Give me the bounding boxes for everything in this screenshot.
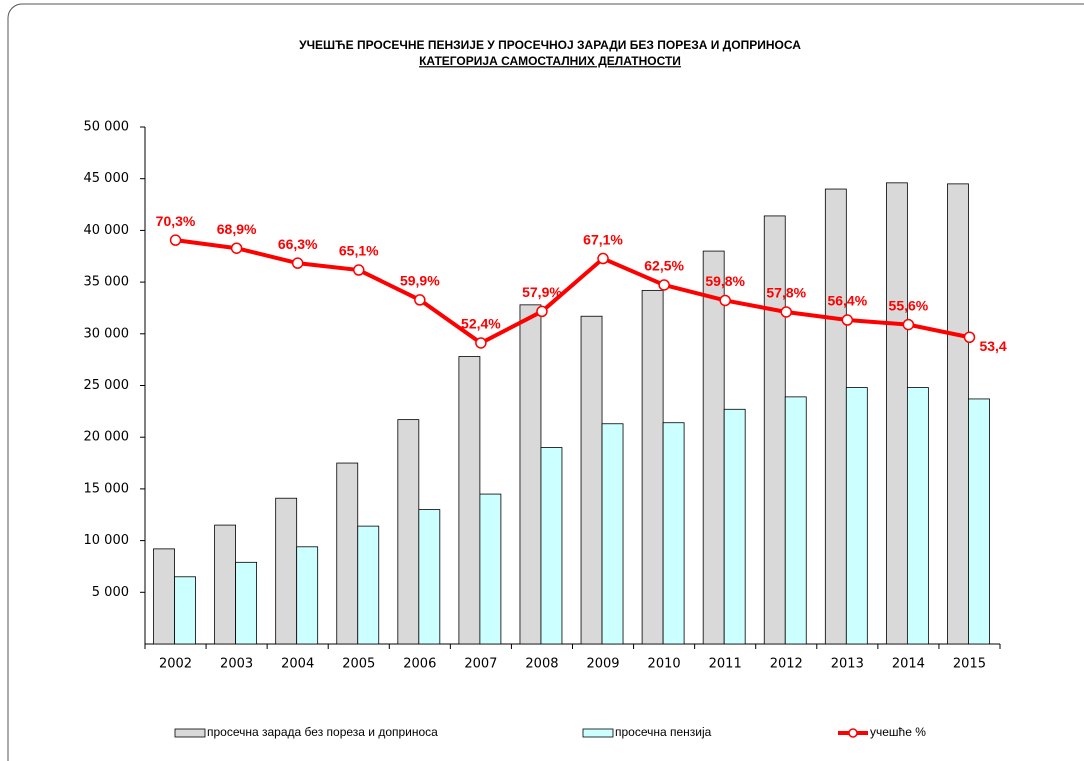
bar [702, 250, 725, 645]
line-marker [353, 264, 365, 276]
data-label: 59,8% [705, 273, 745, 289]
legend-marker [848, 728, 858, 738]
line-marker [291, 257, 304, 269]
x-tick-label: 2014 [892, 657, 925, 672]
x-tick-label: 2012 [770, 657, 803, 672]
x-tick-label: 2006 [403, 657, 436, 672]
bar [519, 304, 542, 645]
legend-label: учешће % [870, 725, 926, 739]
bar [336, 462, 359, 645]
bar [397, 419, 420, 645]
data-label: 59,9% [400, 273, 440, 289]
bar [540, 447, 563, 645]
line-marker [658, 279, 670, 291]
data-label: 62,5% [644, 258, 684, 274]
line-marker [841, 314, 854, 326]
line-marker [963, 331, 976, 343]
bar [296, 546, 319, 645]
bar [641, 289, 664, 645]
bar [723, 408, 746, 645]
x-tick-label: 2010 [648, 657, 681, 672]
bar [479, 493, 502, 645]
x-tick-label: 2004 [281, 657, 314, 672]
y-tick-label: 15 000 [84, 481, 130, 496]
data-label: 68,9% [217, 221, 257, 237]
x-tick-label: 2002 [159, 657, 192, 672]
legend-label: просечна пензија [615, 725, 712, 739]
chart-title: УЧЕШЋЕ ПРОСЕЧНЕ ПЕНЗИЈЕ У ПРОСЕЧНОЈ ЗАРА… [299, 38, 801, 52]
bar [968, 398, 990, 645]
y-tick-label: 25 000 [84, 378, 130, 393]
x-tick-label: 2003 [220, 657, 253, 672]
x-tick-label: 2007 [464, 657, 497, 672]
bar [947, 183, 969, 645]
line-marker [230, 242, 243, 254]
data-label: 70,3% [156, 213, 196, 229]
bar [824, 188, 847, 645]
x-tick-label: 2008 [525, 657, 558, 672]
bar [885, 182, 908, 645]
bar [214, 524, 237, 645]
bar [357, 525, 380, 645]
bar [174, 576, 196, 645]
bar [845, 387, 868, 645]
data-label: 67,1% [583, 231, 623, 247]
frame [7, 3, 1084, 761]
bar [580, 315, 603, 645]
data-label: 52,4% [461, 316, 501, 332]
line-marker [536, 305, 548, 318]
y-tick-label: 10 000 [84, 533, 130, 548]
bar [601, 423, 624, 645]
line-marker [902, 318, 915, 331]
data-label: 55,6% [889, 297, 929, 313]
bar [235, 561, 258, 645]
bar [275, 497, 298, 645]
x-tick-label: 2009 [586, 657, 619, 672]
bar [784, 396, 807, 645]
x-tick-label: 2013 [831, 657, 864, 672]
data-label: 53,4 [979, 338, 1006, 354]
data-label: 65,1% [339, 243, 379, 259]
legend-label: просечна зарада без пореза и доприноса [207, 725, 438, 739]
data-label: 57,9% [522, 284, 562, 300]
chart-subtitle: КАТЕГОРИЈА САМОСТАЛНИХ ДЕЛАТНОСТИ [419, 54, 681, 68]
bar [153, 548, 175, 645]
line-marker [169, 234, 182, 246]
x-tick-label: 2011 [709, 657, 742, 672]
line-marker [475, 337, 487, 349]
x-tick-label: 2015 [953, 657, 986, 672]
y-tick-label: 40 000 [84, 223, 130, 238]
line-marker [414, 294, 426, 306]
data-label: 57,8% [766, 285, 806, 301]
bar [906, 387, 929, 645]
y-tick-label: 20 000 [84, 430, 130, 445]
bar [662, 422, 685, 645]
y-tick-label: 30 000 [84, 326, 130, 341]
bar [418, 509, 441, 645]
x-tick-label: 2005 [342, 657, 375, 672]
legend-swatch [174, 728, 206, 738]
y-tick-label: 35 000 [84, 275, 130, 290]
bar [458, 356, 481, 645]
data-label: 66,3% [278, 236, 318, 252]
y-tick-label: 50 000 [84, 120, 130, 135]
data-label: 56,4% [827, 293, 867, 309]
y-tick-label: 45 000 [84, 171, 130, 186]
line-marker [780, 306, 792, 318]
line-marker [597, 252, 609, 265]
line [175, 238, 970, 346]
y-tick-label: 5 000 [92, 585, 129, 600]
bar [763, 215, 786, 645]
line-marker [719, 294, 731, 307]
legend-swatch [582, 728, 614, 738]
